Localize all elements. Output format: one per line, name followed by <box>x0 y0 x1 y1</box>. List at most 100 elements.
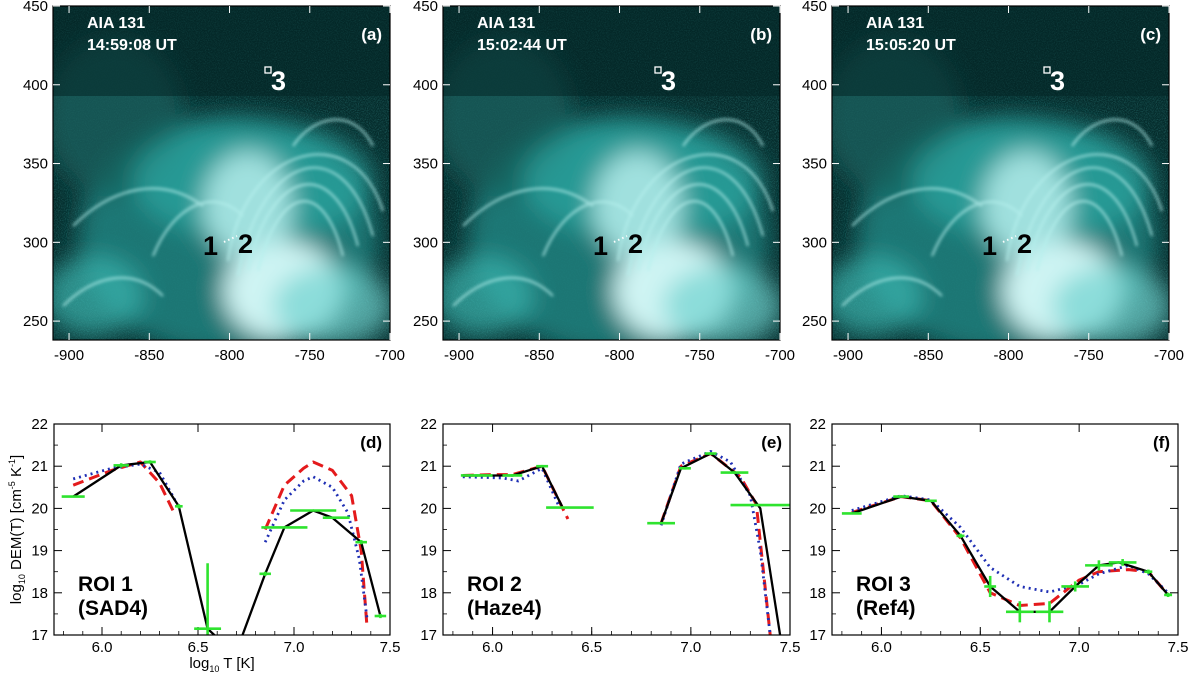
roi-label-line1: ROI 2 <box>467 573 522 596</box>
error-bar <box>1005 601 1034 623</box>
y-axis-title-part: -5 <box>7 481 17 489</box>
y-tick-label: 21 <box>809 458 826 475</box>
x-tick-label: 7.5 <box>380 639 401 656</box>
image-panel-a: -900 -850 -800 -750 -700 450 400 350 300 250 AIA 1… <box>23 0 405 364</box>
y-tick-label: 22 <box>420 416 437 433</box>
panel-letter: (c) <box>1140 25 1161 44</box>
series-dotted <box>462 466 560 505</box>
error-bar <box>261 526 308 529</box>
roi3-box <box>654 66 662 74</box>
solar-image <box>433 6 783 356</box>
x-tick-label: -900 <box>444 347 474 364</box>
y-tick-label: 400 <box>23 77 48 94</box>
y-tick-label: 450 <box>413 0 438 15</box>
plot-frame <box>831 423 1179 636</box>
y-tick-label: 250 <box>802 313 827 330</box>
image-panel-b: -900 -850 -800 -750 -700 450 400 350 300 250 AIA 1… <box>413 0 795 364</box>
roi-label-line1: ROI 1 <box>78 573 133 596</box>
error-bar <box>536 464 549 468</box>
x-tick-label: -900 <box>54 347 84 364</box>
panel-letter: (f) <box>1153 433 1170 452</box>
dem-panels: 6.0 6.5 7.0 7.5 17 18 19 20 21 22 (d) ROI 1(SAD4) lo… <box>7 416 1188 674</box>
plot-area <box>61 460 387 635</box>
x-tick-label: 7.0 <box>680 639 701 656</box>
x-tick-label: 7.5 <box>1168 639 1189 656</box>
panel-letter: (e) <box>761 433 782 452</box>
error-bar <box>1164 592 1173 598</box>
y-tick-label: 350 <box>23 156 48 173</box>
roi3-label: 3 <box>661 66 676 96</box>
roi2-label: 2 <box>238 229 253 259</box>
roi3-box <box>1043 66 1051 74</box>
x-tick-label: 7.5 <box>780 639 801 656</box>
solar-image <box>822 6 1172 356</box>
y-tick-label: 350 <box>413 156 438 173</box>
y-tick-label: 21 <box>31 458 48 475</box>
roi3-label: 3 <box>1050 66 1065 96</box>
image-frame <box>442 5 781 341</box>
y-tick-label: 300 <box>802 234 827 251</box>
y-tick-label: 300 <box>413 234 438 251</box>
roi-label-line2: (Haze4) <box>467 597 542 620</box>
y-tick-label: 350 <box>802 156 827 173</box>
x-tick-label: 7.0 <box>284 639 305 656</box>
y-axis-title-part: 10 <box>17 574 27 584</box>
image-panel-c: -900 -850 -800 -750 -700 450 400 350 300 250 AIA 1… <box>802 0 1184 364</box>
error-bar <box>730 503 790 507</box>
panel-letter: (a) <box>361 25 382 44</box>
x-tick-label: 6.0 <box>482 639 503 656</box>
dem-chart-d: 6.0 6.5 7.0 7.5 17 18 19 20 21 22 (d) ROI 1(SAD4) lo… <box>7 416 401 674</box>
error-bar <box>1061 581 1090 592</box>
y-tick-label: 20 <box>31 500 48 517</box>
y-tick-label: 22 <box>809 416 826 433</box>
roi2-label: 2 <box>1017 229 1032 259</box>
x-axis-title-part: 10 <box>209 664 219 674</box>
y-tick-label: 300 <box>23 234 48 251</box>
error-bar <box>61 495 85 498</box>
error-bar <box>720 471 749 474</box>
y-tick-label: 19 <box>31 543 48 560</box>
error-bar <box>322 516 350 519</box>
error-bar <box>647 521 675 525</box>
solar-image <box>43 6 393 356</box>
x-tick-label: 6.5 <box>581 639 602 656</box>
x-tick-label: -850 <box>913 347 943 364</box>
time-label: 15:02:44 UT <box>477 37 567 54</box>
y-axis-title-part: DEM(T) [cm <box>8 489 25 574</box>
y-tick-label: 22 <box>31 416 48 433</box>
panel-letter: (b) <box>750 25 772 44</box>
x-axis-title: log10 T [K] <box>189 655 254 674</box>
error-bar <box>290 509 337 512</box>
dem-chart-f: 6.0 6.5 7.0 7.5 17 18 19 20 21 22 (f) ROI 3(Ref4) <box>809 416 1188 656</box>
roi3-box <box>264 66 272 74</box>
y-tick-label: 19 <box>809 543 826 560</box>
image-frame <box>831 5 1170 341</box>
error-bar <box>374 613 387 619</box>
time-label: 14:59:08 UT <box>87 37 177 54</box>
error-bar <box>1085 560 1113 571</box>
roi3-label: 3 <box>271 66 286 96</box>
error-bar <box>893 495 910 498</box>
y-axis-title-part: ] <box>8 455 25 459</box>
x-tick-label: -700 <box>1154 347 1184 364</box>
y-tick-label: 400 <box>413 77 438 94</box>
x-tick-label: -850 <box>134 347 164 364</box>
series-solid <box>660 452 782 635</box>
time-label: 15:05:20 UT <box>866 37 956 54</box>
series-dotted <box>263 475 369 619</box>
error-bar <box>984 575 997 598</box>
instrument-label: AIA 131 <box>87 15 145 32</box>
plot-bg <box>443 424 790 635</box>
error-bar <box>841 512 862 515</box>
y-axis-title: log10 DEM(T) [cm-5 K-1] <box>7 455 27 604</box>
x-tick-label: 6.0 <box>871 639 892 656</box>
error-bar <box>460 474 493 477</box>
series-solid <box>72 460 216 635</box>
x-tick-label: 7.0 <box>1069 639 1090 656</box>
error-bar <box>355 540 367 545</box>
y-tick-label: 450 <box>802 0 827 15</box>
plot-area <box>460 450 790 635</box>
image-panels: -900 -850 -800 -750 -700 450 400 350 300 250 AIA 1… <box>23 0 1184 364</box>
roi-label-line2: (Ref4) <box>856 597 916 620</box>
error-bar <box>1144 569 1153 574</box>
